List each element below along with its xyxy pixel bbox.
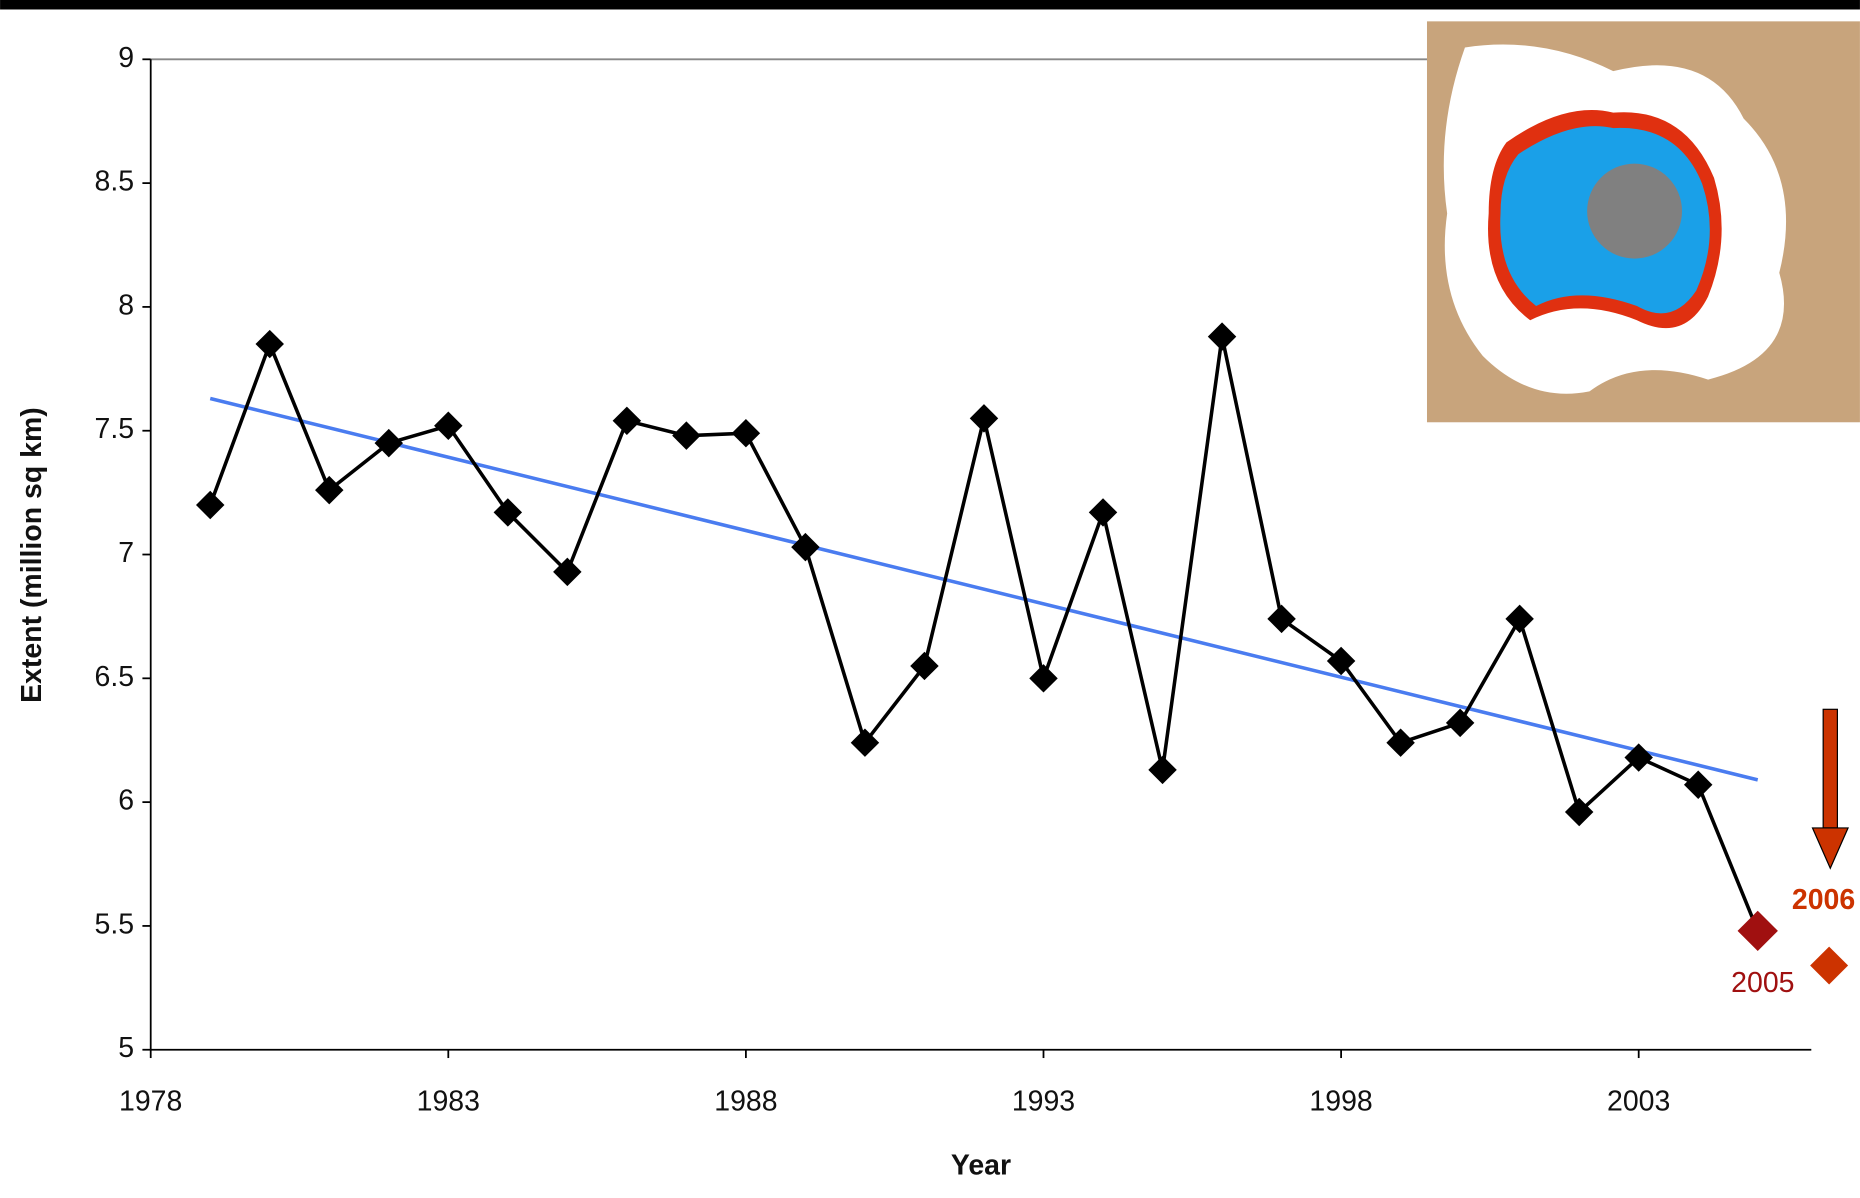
data-marker <box>434 412 462 440</box>
data-label: 2005 <box>1731 967 1794 999</box>
data-marker <box>791 533 819 561</box>
trend-line <box>210 399 1758 780</box>
y-tick-label: 9 <box>118 42 134 74</box>
x-tick-label: 1988 <box>714 1086 777 1118</box>
inset-map <box>1427 21 1860 422</box>
top-bar <box>0 0 1860 9</box>
y-tick-label: 5.5 <box>95 908 135 940</box>
extra-label: 2006 <box>1792 884 1855 916</box>
data-marker <box>1505 605 1533 633</box>
x-tick-label: 1978 <box>119 1086 182 1118</box>
data-marker <box>1446 709 1474 737</box>
data-marker <box>1267 605 1295 633</box>
x-tick-label: 1983 <box>417 1086 480 1118</box>
y-tick-label: 5 <box>118 1032 134 1064</box>
data-marker <box>1738 911 1778 951</box>
map-pole-hole <box>1587 164 1682 259</box>
x-tick-label: 2003 <box>1607 1086 1670 1118</box>
y-tick-label: 8.5 <box>95 166 135 198</box>
data-marker <box>672 421 700 449</box>
data-marker <box>1089 498 1117 526</box>
y-tick-label: 6.5 <box>95 661 135 693</box>
data-marker <box>1208 322 1236 350</box>
page: {"chart_data":{"type":"line", "x_label":… <box>0 0 1860 1198</box>
data-marker <box>1684 771 1712 799</box>
extra-marker <box>1810 947 1848 985</box>
chart: Year Extent (million sq km) 5 5.5 6 6.5 7 7.5… <box>0 0 1860 1198</box>
data-marker <box>970 404 998 432</box>
data-marker <box>1148 756 1176 784</box>
y-tick-label: 6 <box>118 785 134 817</box>
x-tick-label: 1998 <box>1309 1086 1372 1118</box>
y-tick-label: 7 <box>118 537 134 569</box>
y-tick-label: 8 <box>118 289 134 321</box>
data-marker <box>613 407 641 435</box>
data-marker <box>732 419 760 447</box>
y-tick-label: 7.5 <box>95 413 135 445</box>
arrow <box>1812 709 1848 868</box>
data-marker <box>1029 664 1057 692</box>
data-marker <box>256 330 284 358</box>
x-tick-label: 1993 <box>1012 1086 1075 1118</box>
data-marker <box>196 491 224 519</box>
data-marker <box>1327 647 1355 675</box>
data-marker <box>1386 728 1414 756</box>
x-axis-title: Year <box>951 1150 1011 1182</box>
y-axis-title: Extent (million sq km) <box>16 407 48 703</box>
